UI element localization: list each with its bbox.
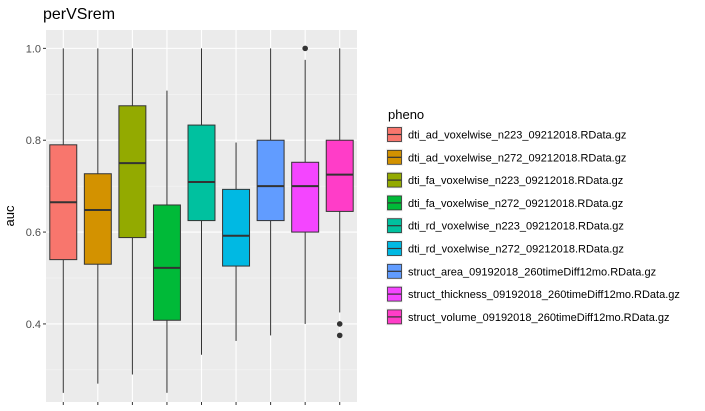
box [118,105,147,239]
box [256,139,285,222]
legend-item: dti_fa_voxelwise_n223_09212018.RData.gz [386,171,623,189]
legend-item: dti_ad_voxelwise_n272_09212018.RData.gz [386,148,626,166]
legend-item: struct_thickness_09192018_260timeDiff12m… [386,285,680,303]
legend-item: dti_fa_voxelwise_n272_09212018.RData.gz [386,194,623,212]
legend-label: dti_rd_voxelwise_n272_09212018.RData.gz [408,244,624,256]
y-tick-label: 1.0 [26,43,41,55]
box-group [222,142,251,341]
box-group [118,48,147,375]
x-axis [62,402,341,405]
box-group [83,48,112,384]
legend-item: struct_volume_09192018_260timeDiff12mo.R… [386,308,670,326]
box-group [187,48,216,355]
box-group [291,45,320,324]
legend-label: dti_ad_voxelwise_n223_09212018.RData.gz [408,130,626,142]
legend-label: dti_fa_voxelwise_n272_09212018.RData.gz [408,198,623,210]
y-tick-label: 0.6 [26,227,41,239]
y-axis: 0.4 0.6 0.8 1.0 [26,43,46,331]
chart-title: perVSrem [43,6,115,23]
legend-label: dti_fa_voxelwise_n223_09212018.RData.gz [408,175,623,187]
outlier-point [302,45,308,52]
legend-item: dti_rd_voxelwise_n272_09212018.RData.gz [386,240,624,257]
box-group [152,90,181,393]
y-axis-title: auc [2,205,17,226]
box [325,139,354,212]
legend-item: dti_ad_voxelwise_n223_09212018.RData.gz [386,126,626,143]
box [152,204,181,321]
legend-label: dti_rd_voxelwise_n223_09212018.RData.gz [408,221,624,233]
legend-label: struct_area_09192018_260timeDiff12mo.RDa… [408,266,656,278]
legend-label: struct_volume_09192018_260timeDiff12mo.R… [408,312,670,324]
legend-label: struct_thickness_09192018_260timeDiff12m… [408,289,680,301]
box-group [256,48,285,336]
box [83,173,112,265]
legend-title: pheno [388,107,424,122]
y-tick-label: 0.8 [26,135,41,147]
outlier-point [336,321,343,327]
legend-item: dti_rd_voxelwise_n223_09212018.RData.gz [386,217,624,235]
boxes-layer [49,45,354,393]
legend-item: struct_area_09192018_260timeDiff12mo.RDa… [386,262,656,280]
box [187,124,216,222]
outlier-point [336,332,343,339]
legend-label: dti_ad_voxelwise_n272_09212018.RData.gz [408,152,626,164]
box [222,188,251,267]
legend: dti_ad_voxelwise_n223_09212018.RData.gzd… [386,126,680,326]
y-tick-label: 0.4 [26,319,41,331]
box-group [325,48,354,339]
box [291,161,320,233]
box-group [49,48,78,393]
